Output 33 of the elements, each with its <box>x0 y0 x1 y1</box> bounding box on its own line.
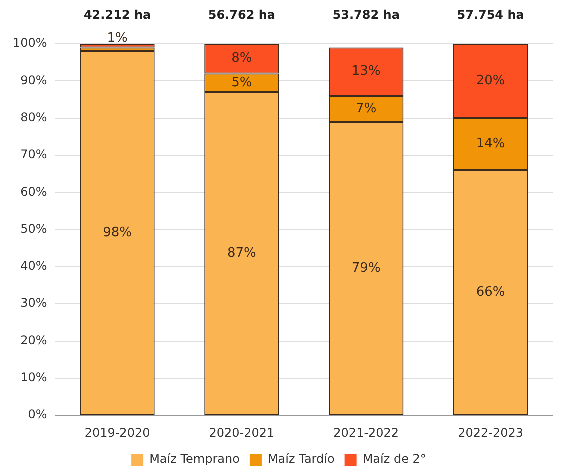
annotation: 42.212 ha <box>84 8 152 22</box>
data-label: 13% <box>352 64 381 80</box>
data-label: 5% <box>232 75 252 90</box>
y-tick-label: 60% <box>20 184 48 199</box>
y-tick-label: 100% <box>12 36 48 50</box>
x-tick-label: 2019-2020 <box>84 426 150 440</box>
y-tick-label: 20% <box>20 333 48 348</box>
legend-label: Maíz de 2° <box>362 452 426 466</box>
data-label: 14% <box>476 136 506 152</box>
y-tick-label: 40% <box>20 259 48 274</box>
y-tick-label: 30% <box>20 296 48 310</box>
annotation: 53.782 ha <box>332 8 400 22</box>
y-tick-label: 70% <box>20 148 48 162</box>
x-tick-label: 2021-2022 <box>334 426 400 440</box>
data-label: 8% <box>232 51 252 66</box>
legend-label: Maíz Temprano <box>150 452 240 466</box>
data-label: 66% <box>476 285 506 300</box>
y-tick-label: 90% <box>20 73 48 88</box>
x-tick-label: 2022-2023 <box>458 426 524 440</box>
data-label: 20% <box>476 74 506 89</box>
y-tick-label: 80% <box>20 110 48 124</box>
data-label: 1% <box>107 31 128 46</box>
y-tick-label: 50% <box>20 222 48 236</box>
data-label: 87% <box>227 246 256 262</box>
annotation: 56.762 ha <box>208 8 276 22</box>
legend-label: Maíz Tardío <box>268 452 335 466</box>
x-tick-label: 2020-2021 <box>209 426 275 440</box>
data-label: 79% <box>352 260 381 276</box>
y-tick-label: 0% <box>28 408 48 422</box>
annotation: 57.754 ha <box>457 8 524 22</box>
data-label: 7% <box>356 101 377 116</box>
data-label: 98% <box>103 226 132 241</box>
y-tick-label: 10% <box>20 370 48 385</box>
